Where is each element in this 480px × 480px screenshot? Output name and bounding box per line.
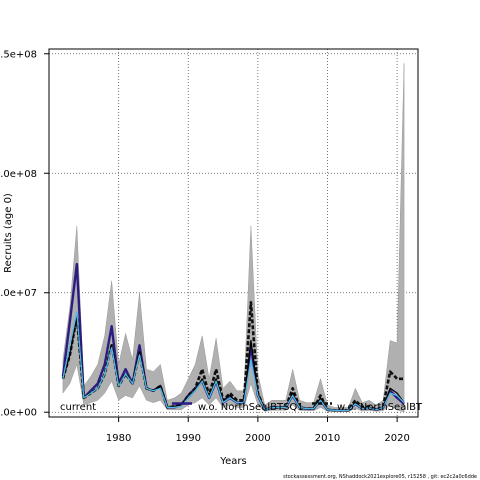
confidence-band-area <box>62 63 405 413</box>
y-tick-label: 0.0e+00 <box>0 408 37 419</box>
series-line <box>62 311 405 411</box>
y-tick-label: 1.0e+08 <box>0 169 37 180</box>
x-tick-label: 2010 <box>315 433 340 444</box>
y-axis: 0.0e+00 5.0e+07 1.0e+08 1.5e+08 <box>0 49 49 419</box>
y-axis-title: Recruits (age 0) <box>3 193 14 273</box>
footer-credit: stockassessment.org, NShaddock2021explor… <box>283 474 477 480</box>
series-lines <box>61 262 405 412</box>
legend-label: current <box>60 402 96 413</box>
x-axis: 1980 1990 2000 2010 2020 <box>106 417 410 444</box>
x-tick-label: 2000 <box>245 433 270 444</box>
x-tick-label: 2020 <box>384 433 409 444</box>
legend-label: w.o. NorthSealBT <box>337 402 423 413</box>
x-tick-label: 1980 <box>106 433 131 444</box>
confidence-band <box>62 63 405 413</box>
y-tick-label: 1.5e+08 <box>0 49 37 60</box>
legend-label: w.o. NorthSealBTSQ1 <box>198 402 304 413</box>
x-axis-title: Years <box>219 456 246 467</box>
plot-frame <box>48 48 419 418</box>
x-tick-label: 1990 <box>176 433 201 444</box>
legend: current w.o. NorthSealBTSQ1 w.o. NorthSeal… <box>60 402 423 413</box>
y-tick-label: 5.0e+07 <box>0 288 37 299</box>
